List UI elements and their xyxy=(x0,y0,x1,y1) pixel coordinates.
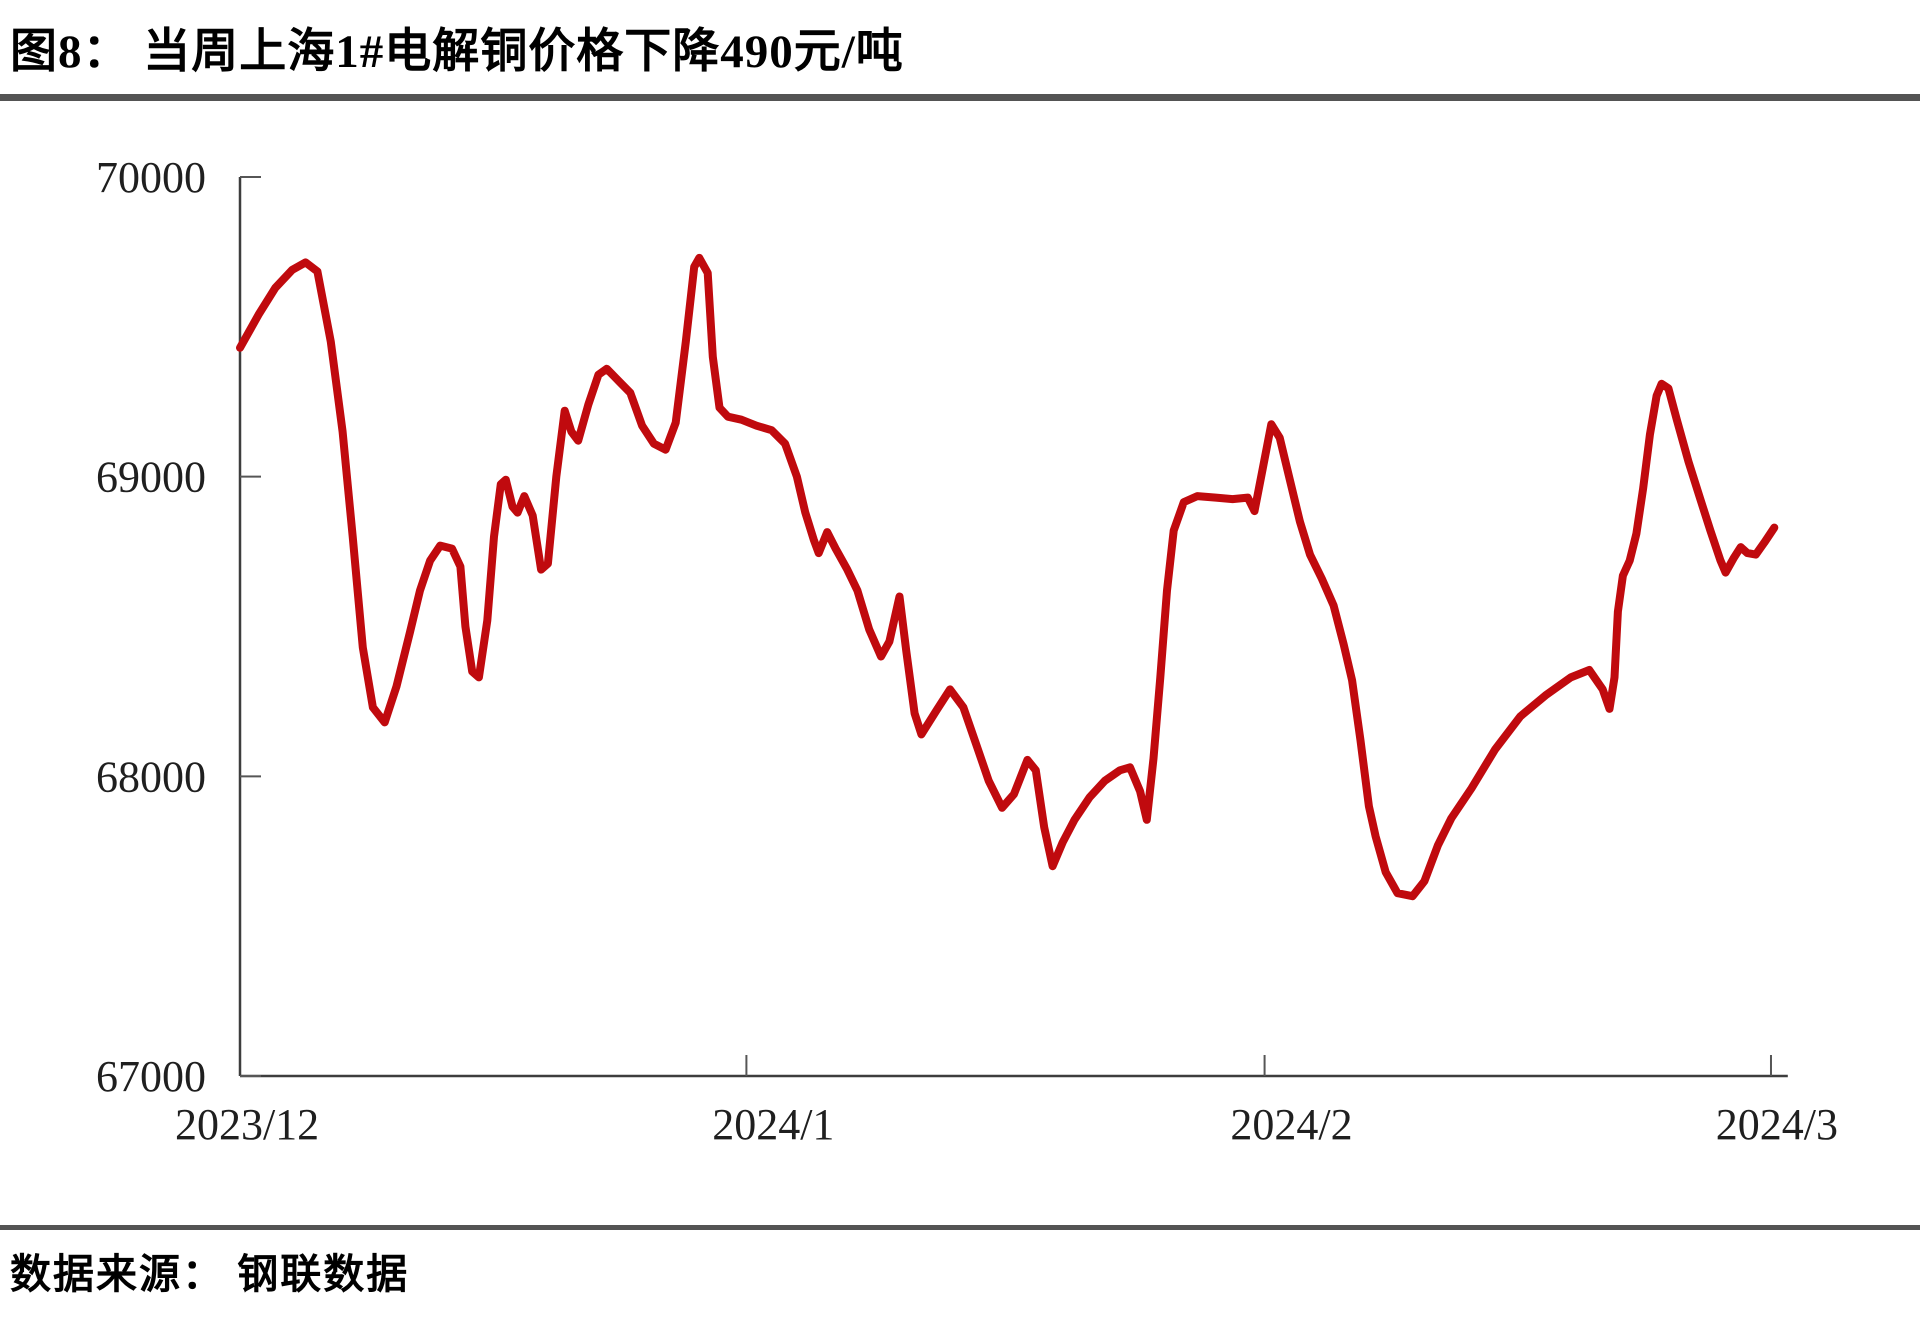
y-tick-label: 70000 xyxy=(96,153,206,202)
footer-divider xyxy=(0,1225,1920,1230)
x-tick-label: 2024/2 xyxy=(1230,1100,1352,1149)
x-tick-label: 2024/3 xyxy=(1716,1100,1838,1149)
y-tick-label: 67000 xyxy=(96,1052,206,1101)
figure-title: 图8： 当周上海1#电解铜价格下降490元/吨 xyxy=(10,26,904,78)
data-source: 数据来源： 钢联数据 xyxy=(10,1251,410,1297)
title-divider xyxy=(0,94,1920,101)
y-tick-label: 68000 xyxy=(96,752,206,801)
price-line xyxy=(236,253,1779,901)
x-tick-label: 2023/12 xyxy=(175,1100,319,1149)
y-tick-label: 69000 xyxy=(96,453,206,502)
x-tick-label: 2024/1 xyxy=(712,1100,834,1149)
